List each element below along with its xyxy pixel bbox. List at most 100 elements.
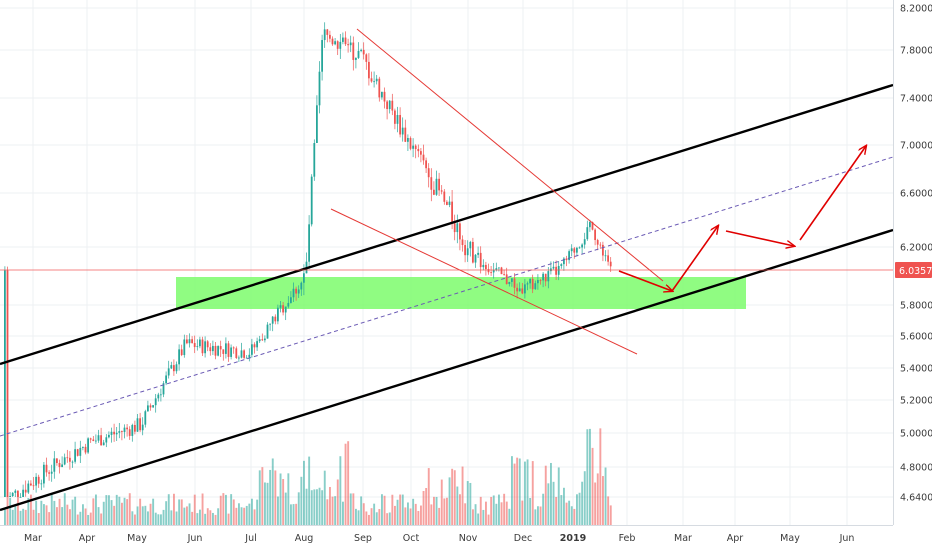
candle xyxy=(22,484,24,497)
candle xyxy=(48,470,50,481)
volume-bar xyxy=(22,508,25,525)
volume-bar xyxy=(128,493,131,525)
candle xyxy=(453,214,456,241)
volume-bar xyxy=(284,492,287,525)
candle xyxy=(518,282,521,292)
candle xyxy=(69,451,71,470)
candle xyxy=(204,336,206,358)
candle xyxy=(435,170,438,196)
candle xyxy=(316,95,318,144)
candle xyxy=(414,144,417,159)
x-tick-label: Nov xyxy=(459,533,478,544)
candle xyxy=(79,440,82,464)
volume-bar xyxy=(206,508,209,525)
volume-bar xyxy=(297,492,300,525)
volume-bar xyxy=(45,505,48,525)
volume-bar xyxy=(95,494,97,525)
candle xyxy=(508,281,511,287)
volume-bar xyxy=(193,494,196,525)
volume-bar xyxy=(214,514,217,525)
volume-bar xyxy=(253,509,256,525)
price-axis[interactable]: 8.20000 7.80000 7.40000 7.00000 6.60000 6.200… xyxy=(900,4,932,504)
volume-bar xyxy=(9,497,12,525)
candle xyxy=(63,453,66,466)
wedge-bottom-line[interactable] xyxy=(330,208,638,355)
candle xyxy=(225,337,227,359)
volume-bar xyxy=(521,500,524,525)
volume-bar xyxy=(186,506,188,525)
volume-bar xyxy=(126,499,129,525)
candle xyxy=(271,316,274,332)
volume-bar xyxy=(399,494,402,525)
candle xyxy=(456,214,459,244)
candle xyxy=(74,441,76,464)
volume-bar xyxy=(422,491,425,525)
candle xyxy=(43,462,45,488)
volume-bar xyxy=(596,473,599,525)
candle xyxy=(183,334,186,358)
candle xyxy=(191,336,193,344)
projection-arrows[interactable] xyxy=(618,146,866,291)
candle xyxy=(201,336,204,357)
candle xyxy=(240,342,243,359)
volume-bar xyxy=(310,490,313,525)
candle xyxy=(110,427,113,443)
candle xyxy=(568,249,570,264)
candle xyxy=(139,412,141,433)
volume-bar xyxy=(443,498,446,525)
x-tick-label: May xyxy=(127,533,147,544)
candle xyxy=(534,280,537,290)
volume-bar xyxy=(560,495,563,525)
candle xyxy=(602,241,604,262)
candle xyxy=(235,346,238,359)
volume-bar xyxy=(191,511,194,525)
candle xyxy=(430,168,433,202)
volume-bar xyxy=(134,514,136,525)
candle xyxy=(165,371,167,386)
candle xyxy=(513,273,516,295)
volume-bar xyxy=(446,497,448,525)
candle xyxy=(529,278,531,289)
volume-bar xyxy=(66,504,69,525)
candle xyxy=(19,493,22,498)
wedge-top-line[interactable] xyxy=(356,28,664,282)
candle xyxy=(539,278,542,285)
volume-bar xyxy=(292,504,295,525)
candle xyxy=(14,489,17,497)
volume-bar xyxy=(464,503,467,525)
candle xyxy=(542,272,544,288)
channel-midline[interactable] xyxy=(0,156,894,437)
volume-bar xyxy=(318,487,321,525)
candle xyxy=(492,262,495,279)
channel-upper-line[interactable] xyxy=(0,83,894,366)
candle xyxy=(277,304,279,325)
candle xyxy=(360,48,362,53)
volume-bar xyxy=(599,428,602,525)
channel-lower-line[interactable] xyxy=(0,228,894,512)
candle xyxy=(193,335,196,354)
candle xyxy=(141,417,144,436)
candle xyxy=(321,34,323,81)
candle xyxy=(45,457,48,477)
candle xyxy=(336,40,339,56)
time-axis[interactable]: Mar Apr May Jun Jul Aug Sep Oct Nov Dec 2019 Feb Mar… xyxy=(24,533,854,544)
candle xyxy=(589,219,591,232)
volume-bar xyxy=(82,504,84,525)
volume-bar xyxy=(147,511,149,525)
candle xyxy=(149,403,152,411)
candle xyxy=(256,337,258,352)
volume-bar xyxy=(175,511,178,525)
candle xyxy=(27,480,30,494)
candle xyxy=(238,355,240,362)
volume-bar xyxy=(131,511,134,525)
volume-bar xyxy=(375,512,378,525)
candle xyxy=(295,286,297,301)
candle xyxy=(87,437,89,454)
volume-bar xyxy=(581,481,584,525)
candles xyxy=(4,22,612,498)
volume-bar xyxy=(573,508,576,525)
volume-bar xyxy=(264,482,266,525)
volume-bar xyxy=(305,488,308,525)
